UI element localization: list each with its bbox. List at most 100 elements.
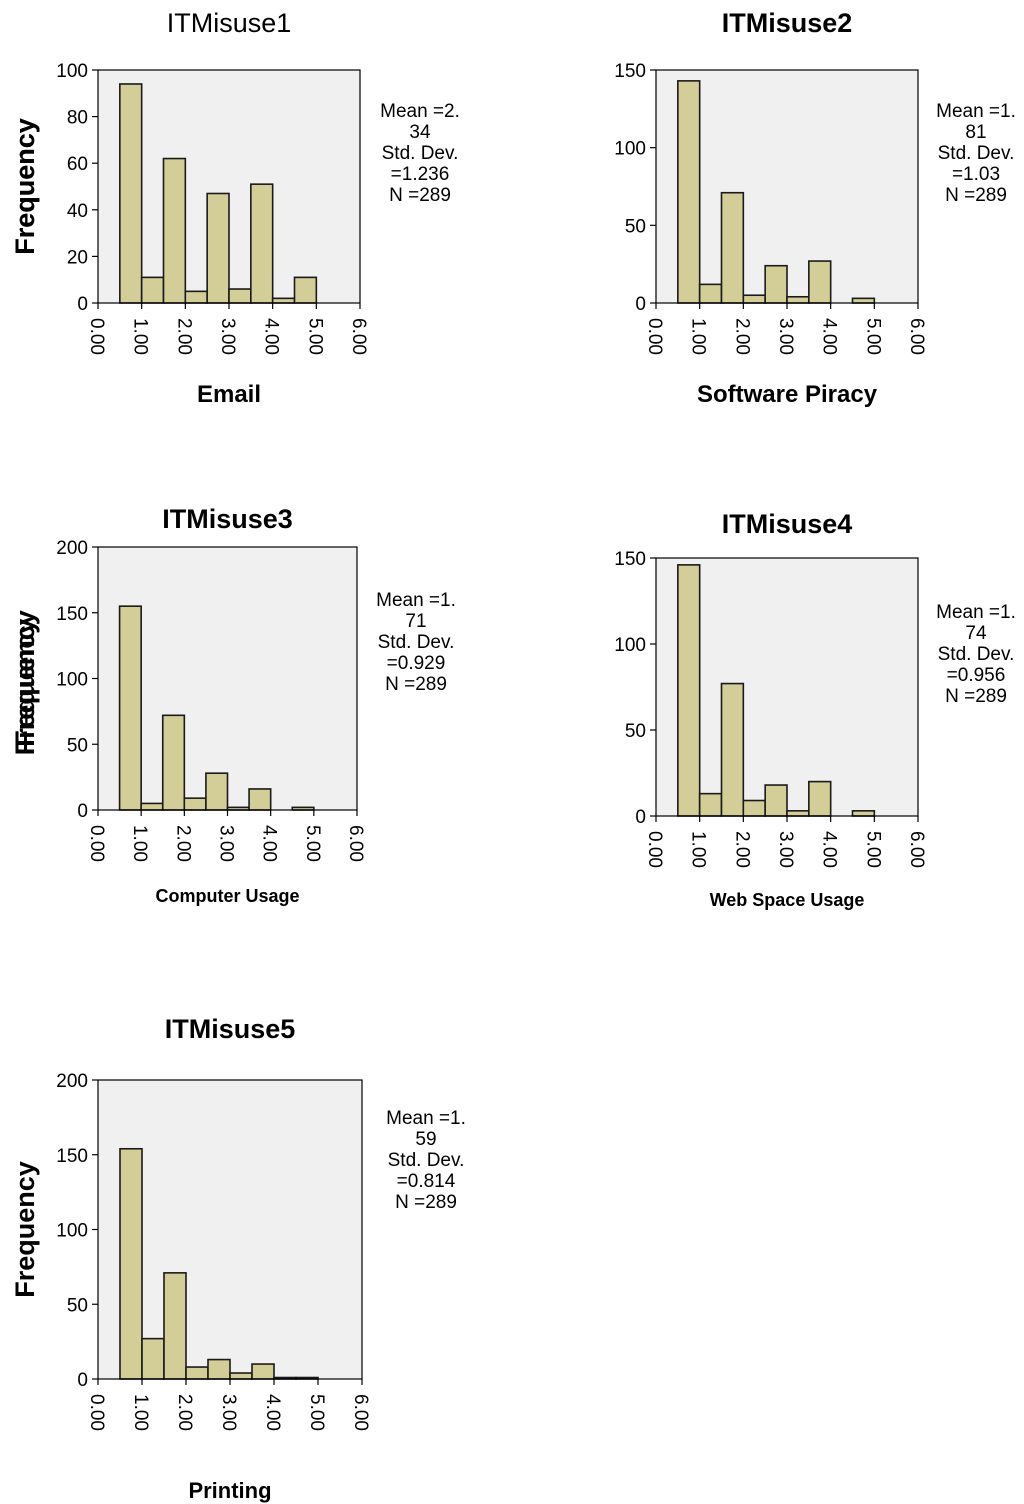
- x-tick-label: 0.00: [644, 831, 665, 868]
- y-tick-label: 50: [67, 735, 88, 756]
- x-tick-label: 1.00: [130, 1394, 151, 1431]
- x-tick-label: 4.00: [819, 318, 840, 355]
- stats-line: N =289: [385, 674, 447, 695]
- histogram-bar: [229, 1372, 253, 1380]
- histogram-bar: [851, 297, 876, 304]
- histogram-bar: [851, 810, 876, 817]
- x-tick-label: 5.00: [302, 825, 323, 862]
- x-tick-label: 2.00: [731, 318, 752, 355]
- y-tick-label: 100: [56, 1221, 88, 1242]
- stats-line: =1.236: [391, 164, 450, 185]
- y-tick-label: 40: [67, 201, 88, 222]
- histogram-bar: [119, 83, 143, 304]
- x-tick-label: 4.00: [261, 318, 282, 355]
- histogram-4: 0 50 100 150 0.00 1.00 2.00 3.00 4.00 5.00 6.00 ITM…: [10, 509, 1016, 910]
- stats-line: Std. Dev.: [388, 1150, 465, 1171]
- x-tick-label: 5.00: [306, 1394, 327, 1431]
- stats-line: Std. Dev.: [382, 143, 459, 164]
- histogram-bar: [207, 1358, 231, 1380]
- histogram-bar: [228, 288, 252, 304]
- y-tick-label: 150: [614, 61, 646, 82]
- histogram-bar: [184, 290, 208, 304]
- y-axis-label: Frequency: [10, 1161, 40, 1298]
- stats-line: =0.814: [397, 1171, 456, 1192]
- x-tick-label: 0.00: [644, 318, 665, 355]
- y-tick-label: 0: [77, 801, 88, 822]
- x-tick-label: 1.00: [130, 318, 151, 355]
- histogram-bar: [140, 802, 164, 811]
- x-tick-label: 5.00: [862, 831, 883, 868]
- y-tick-label: 20: [67, 247, 88, 268]
- stats-line: 59: [415, 1129, 436, 1150]
- histogram-bar: [119, 1147, 143, 1380]
- x-tick-label: 3.00: [775, 318, 796, 355]
- histogram-bar: [162, 157, 187, 304]
- histogram-2: 0 50 100 150 0.00 1.00 2.00 3.00 4.00 5.00 6.00 ITM…: [10, 8, 1016, 408]
- stats-line: Mean =1.: [386, 1108, 466, 1129]
- stats-line: Std. Dev.: [378, 632, 455, 653]
- histogram-bar: [161, 714, 186, 811]
- x-tick-label: 6.00: [350, 1394, 371, 1431]
- y-tick-label: 50: [625, 216, 646, 237]
- x-tick-label: 6.00: [345, 825, 366, 862]
- x-tick-label: 2.00: [172, 825, 193, 862]
- histogram-bar: [163, 1272, 187, 1380]
- y-tick-label: 0: [635, 807, 646, 828]
- x-tick-label: 6.00: [348, 318, 369, 355]
- y-tick-label: 100: [56, 61, 88, 82]
- x-axis-label: Software Piracy: [697, 381, 878, 408]
- histogram-bar: [764, 264, 788, 304]
- y-tick-label: 80: [67, 108, 88, 129]
- x-tick-label: 3.00: [775, 831, 796, 868]
- stats-line: N =289: [395, 1192, 457, 1213]
- y-tick-label: 100: [56, 670, 88, 691]
- histogram-5: 0 50 100 150 200 0.00 1.00 2.00 3.00 4.00 5.00 6.00…: [10, 1014, 466, 1503]
- y-tick-label: 50: [625, 721, 646, 742]
- histogram-bar: [185, 1366, 209, 1380]
- histogram-bar: [698, 792, 723, 817]
- stats-line: Mean =1.: [936, 602, 1016, 623]
- stats-line: 34: [409, 122, 431, 143]
- histogram-bar: [720, 191, 745, 304]
- x-tick-label: 4.00: [262, 1394, 283, 1431]
- x-tick-label: 0.00: [86, 1394, 107, 1431]
- stats-line: =0.956: [947, 665, 1006, 686]
- histogram-bar: [764, 784, 788, 817]
- x-tick-label: 5.00: [862, 318, 883, 355]
- stats-line: Std. Dev.: [938, 644, 1015, 665]
- histogram-bar: [808, 780, 832, 817]
- histogram-bar: [677, 564, 701, 817]
- histogram-bar: [742, 294, 766, 304]
- x-tick-label: 0.00: [86, 318, 107, 355]
- x-axis-label: Computer Usage: [155, 886, 299, 906]
- x-tick-label: 2.00: [173, 318, 194, 355]
- histogram-bar: [786, 295, 810, 304]
- stats-line: N =289: [389, 185, 451, 206]
- histogram-1: 0 20 40 60 80 100 0.00 1.00 2.00 3.00 4.00 5.00 6.00…: [10, 8, 460, 408]
- chart-title: ITMisuse5: [165, 1014, 296, 1044]
- y-tick-label: 0: [635, 294, 646, 315]
- x-tick-label: 2.00: [174, 1394, 195, 1431]
- stats-line: 74: [965, 623, 987, 644]
- histogram-3: 0 50 100 150 200 0.00 1.00 2.00 3.00 4.00 5.00 6.00…: [10, 504, 456, 906]
- x-tick-label: 6.00: [906, 831, 927, 868]
- histogram-bar: [140, 276, 165, 304]
- chart-title: ITMisuse3: [162, 504, 293, 534]
- y-axis-label: Frequency: [10, 610, 40, 747]
- stats-line: N =289: [945, 185, 1007, 206]
- histogram-bar: [808, 260, 832, 304]
- histogram-bar: [271, 297, 296, 304]
- x-tick-label: 1.00: [129, 825, 150, 862]
- x-axis-label: Email: [197, 381, 261, 408]
- histogram-bar: [205, 772, 229, 811]
- stats-line: =1.03: [952, 164, 1000, 185]
- histogram-bar: [720, 682, 745, 817]
- y-tick-label: 150: [56, 1146, 88, 1167]
- stats-line: Mean =1.: [376, 590, 456, 611]
- chart-title: ITMisuse1: [167, 8, 292, 38]
- histogram-bar: [251, 1363, 275, 1380]
- stats-line: Mean =2.: [380, 101, 460, 122]
- histogram-bar: [698, 283, 723, 304]
- histogram-bar: [118, 605, 142, 811]
